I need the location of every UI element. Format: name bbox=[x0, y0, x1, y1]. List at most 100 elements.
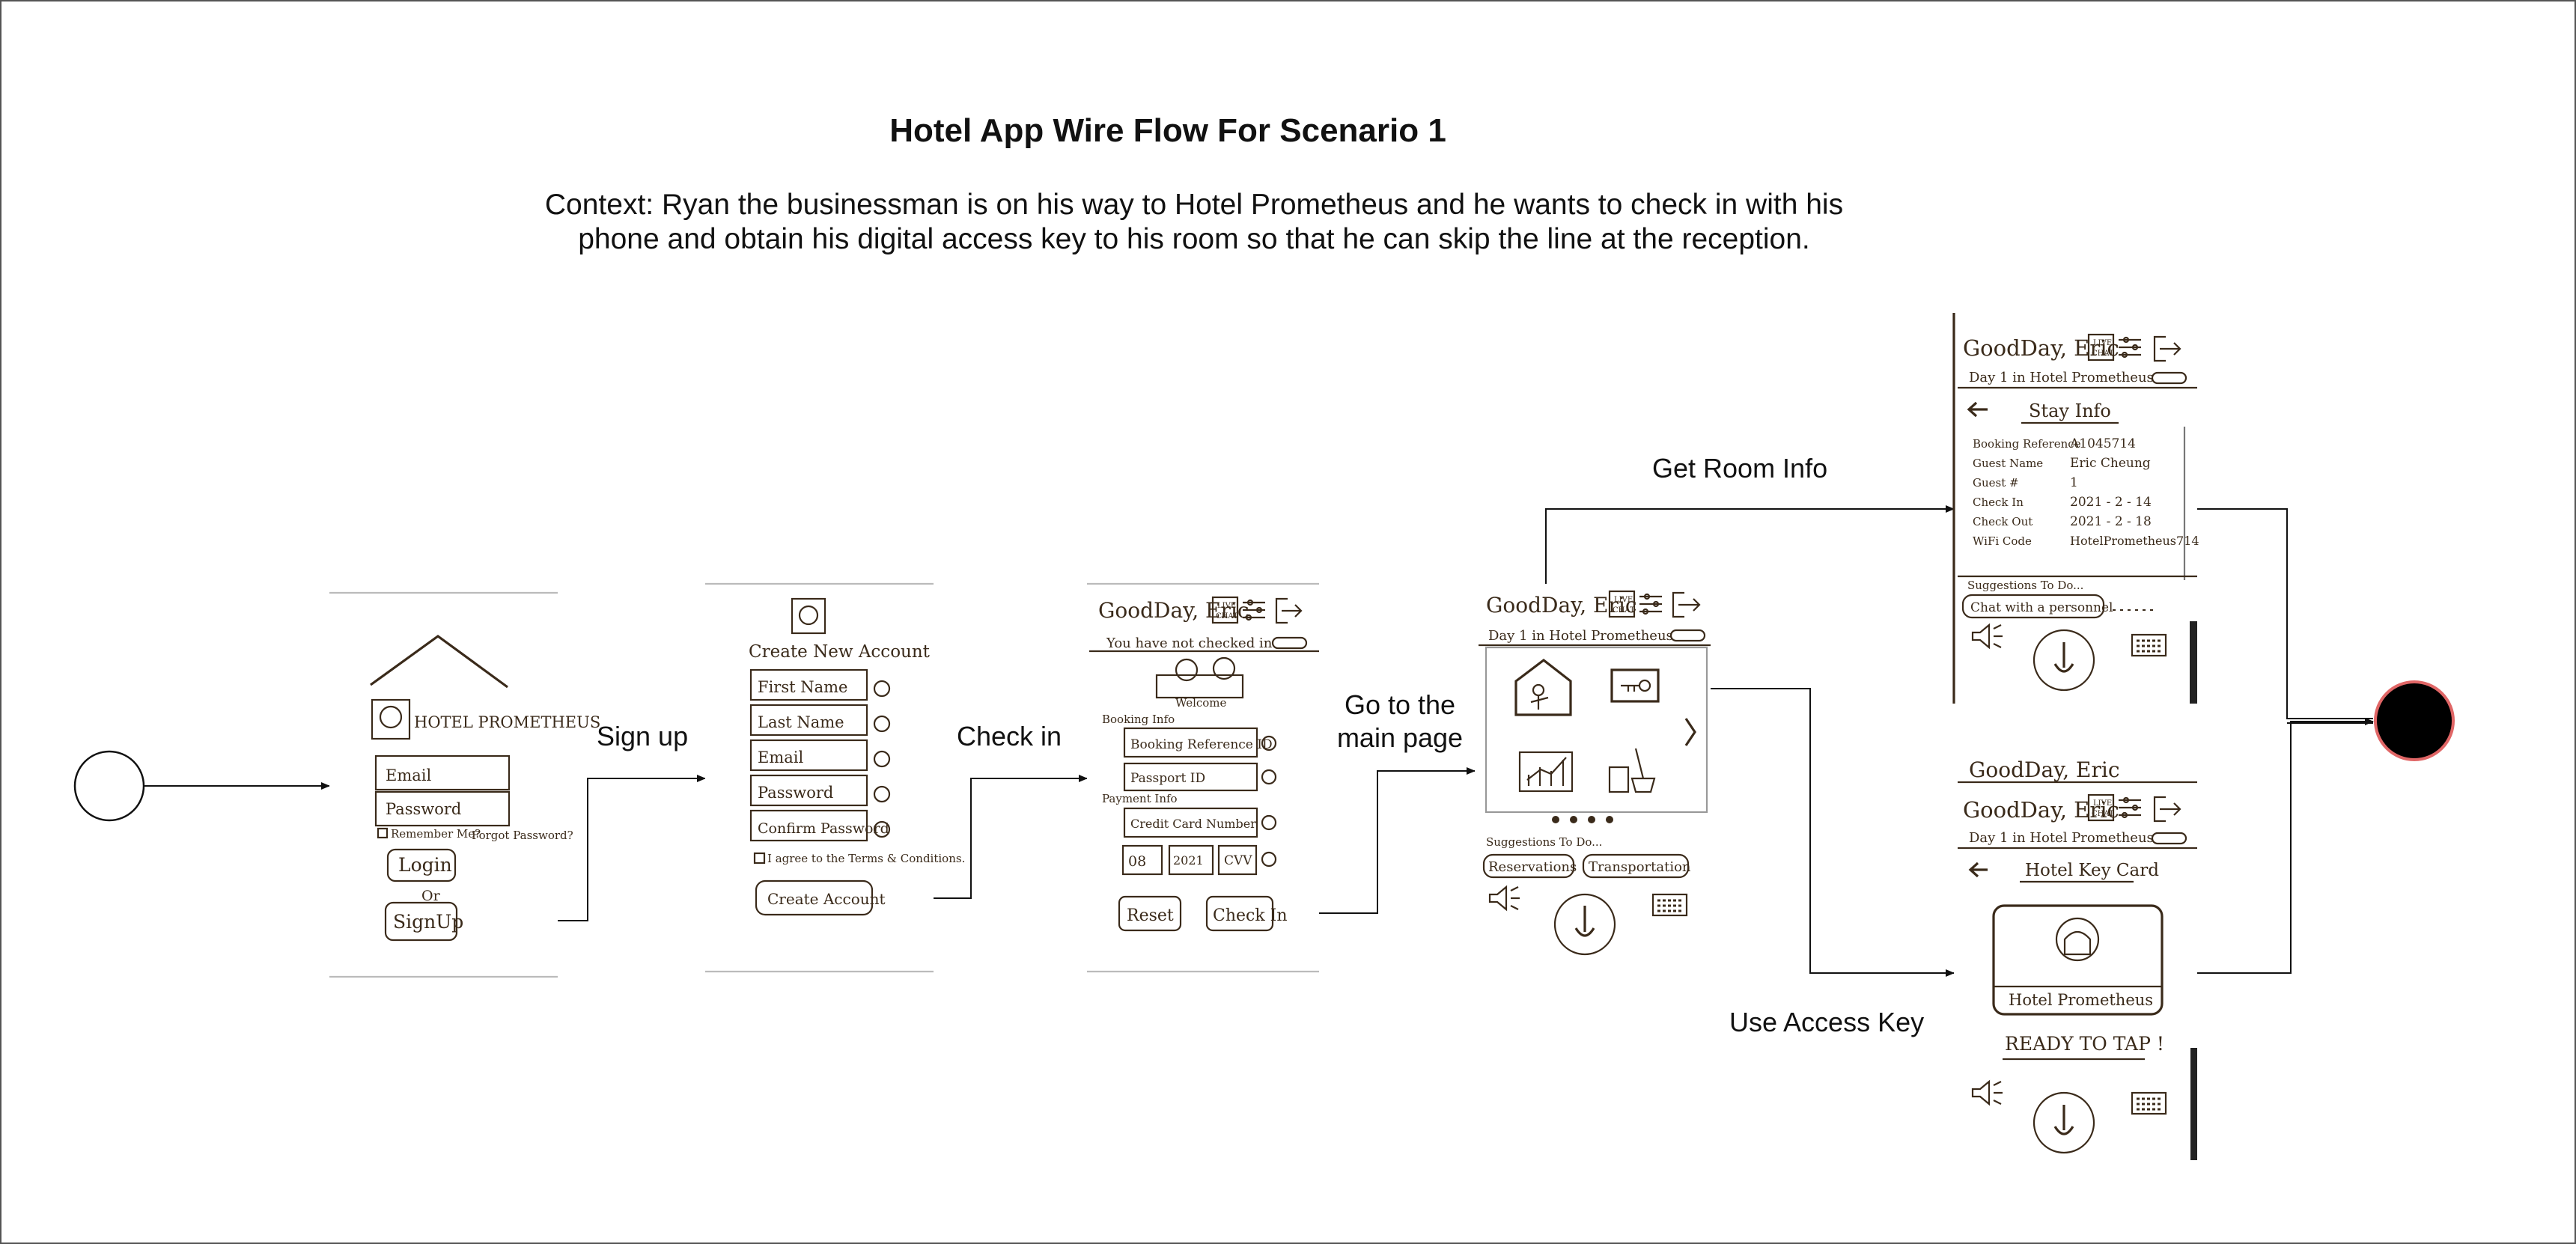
booking-reference-field[interactable] bbox=[1123, 727, 1258, 758]
passport-field[interactable] bbox=[1123, 762, 1258, 792]
speaker-icon[interactable] bbox=[1971, 623, 2003, 650]
greeting: GoodDay, Eric bbox=[1963, 335, 2119, 361]
settings-sliders-icon[interactable] bbox=[2119, 796, 2141, 819]
year-select[interactable] bbox=[1168, 844, 1214, 876]
reset-button[interactable] bbox=[1118, 895, 1182, 932]
cvv-field[interactable] bbox=[1217, 844, 1258, 876]
context-line-1: Context: Ryan the businessman is on his … bbox=[544, 189, 1844, 221]
speaker-icon[interactable] bbox=[1971, 1079, 2003, 1106]
toggle-switch[interactable] bbox=[2151, 371, 2187, 385]
speaker-icon[interactable] bbox=[1488, 885, 1520, 912]
flow-stay-to-end bbox=[2197, 508, 2373, 719]
chat-personnel-chip[interactable] bbox=[1961, 594, 2105, 619]
reception-desk bbox=[1155, 674, 1244, 699]
keyboard-icon[interactable] bbox=[2131, 1091, 2167, 1115]
flow-access-key bbox=[1663, 688, 1955, 977]
chat-label: CHAT bbox=[1216, 612, 1238, 621]
or-label: Or bbox=[421, 888, 441, 904]
month-select[interactable] bbox=[1121, 844, 1163, 876]
email-field[interactable] bbox=[374, 754, 511, 791]
terms-label: I agree to the Terms & Conditions. bbox=[767, 852, 965, 865]
signup-button[interactable] bbox=[384, 901, 458, 942]
guest-icon bbox=[1212, 656, 1236, 680]
hotel-logo-icon bbox=[2055, 917, 2100, 962]
stats-chart-icon[interactable] bbox=[1518, 751, 1574, 793]
toggle-switch[interactable] bbox=[1669, 629, 1706, 642]
logout-icon[interactable] bbox=[2153, 796, 2181, 823]
screen-key-card: GoodDay, Eric GoodDay, Eric LIVE CHAT Da… bbox=[1954, 741, 2197, 1168]
check-in-button[interactable] bbox=[1205, 895, 1274, 932]
edge-label-main-page: Go to the main page bbox=[1336, 689, 1464, 753]
chat-label: CHAT bbox=[2092, 810, 2114, 818]
keyboard-icon[interactable] bbox=[1651, 893, 1688, 917]
live-chat-button[interactable] bbox=[1211, 596, 1239, 624]
credit-card-placeholder: Credit Card Number bbox=[1130, 817, 1256, 831]
remember-checkbox[interactable] bbox=[377, 827, 389, 839]
key-icon[interactable] bbox=[1610, 668, 1660, 703]
greeting: GoodDay, Eric bbox=[1486, 593, 1637, 618]
logout-icon[interactable] bbox=[1672, 591, 1701, 618]
create-account-button[interactable] bbox=[755, 879, 874, 916]
settings-sliders-icon[interactable] bbox=[1639, 593, 1662, 615]
back-arrow-icon[interactable] bbox=[1968, 862, 1988, 878]
live-chat-button[interactable] bbox=[2087, 793, 2115, 822]
last-name-field[interactable] bbox=[749, 704, 868, 737]
reservations-chip[interactable] bbox=[1482, 853, 1575, 879]
first-name-field[interactable] bbox=[749, 668, 868, 701]
start-node bbox=[73, 750, 145, 822]
live-chat-button[interactable] bbox=[2087, 333, 2115, 362]
checkin-notice: You have not checked in bbox=[1106, 635, 1273, 651]
credit-card-field[interactable] bbox=[1123, 807, 1258, 838]
chevron-right-icon[interactable] bbox=[1684, 718, 1696, 746]
live-label: LIVE bbox=[1217, 602, 1236, 610]
key-card[interactable] bbox=[1992, 904, 2164, 1016]
forgot-link[interactable]: Forgot Password? bbox=[472, 829, 573, 842]
help-circle-icon[interactable] bbox=[1261, 769, 1277, 785]
password-field[interactable] bbox=[374, 790, 511, 827]
help-circle-icon[interactable] bbox=[1261, 814, 1277, 831]
live-label: LIVE bbox=[2093, 339, 2112, 347]
confirm-password-field[interactable] bbox=[749, 809, 868, 842]
flow-key-to-end bbox=[2197, 718, 2374, 974]
toggle-switch[interactable] bbox=[2151, 832, 2187, 845]
end-node bbox=[2374, 680, 2455, 761]
service-grid bbox=[1485, 646, 1708, 814]
carousel-dots[interactable] bbox=[1552, 816, 1613, 823]
payment-info-heading: Payment Info bbox=[1102, 792, 1178, 805]
password-field[interactable] bbox=[749, 774, 868, 807]
ready-to-tap-label: READY TO TAP ! bbox=[2005, 1033, 2164, 1055]
logout-icon[interactable] bbox=[1275, 597, 1303, 624]
transportation-chip[interactable] bbox=[1582, 853, 1690, 879]
microphone-button[interactable] bbox=[2033, 1091, 2095, 1154]
settings-sliders-icon[interactable] bbox=[1243, 599, 1265, 621]
row-key: Guest Name bbox=[1973, 457, 2043, 470]
microphone-icon bbox=[2053, 1105, 2074, 1135]
email-field[interactable] bbox=[749, 739, 868, 772]
help-circle-icon[interactable] bbox=[1261, 735, 1277, 751]
chat-label: CHAT bbox=[2092, 350, 2114, 358]
logout-icon[interactable] bbox=[2153, 335, 2181, 362]
cleaning-supplies-icon[interactable] bbox=[1608, 748, 1656, 793]
microphone-button[interactable] bbox=[2033, 629, 2095, 692]
last-name-placeholder: Last Name bbox=[758, 713, 844, 731]
flow-main-page bbox=[1280, 767, 1476, 914]
signup-title: Create New Account bbox=[749, 642, 931, 662]
live-chat-button[interactable] bbox=[1608, 590, 1636, 618]
settings-sliders-icon[interactable] bbox=[2119, 336, 2141, 359]
edge-label-sign-up: Sign up bbox=[597, 721, 689, 751]
back-arrow-icon[interactable] bbox=[1967, 401, 1988, 418]
keyboard-icon[interactable] bbox=[2131, 633, 2167, 657]
toggle-switch[interactable] bbox=[1271, 636, 1308, 650]
screen-checkin: GoodDay, Eric LIVE CHAT You have not che… bbox=[1087, 582, 1319, 973]
help-circle-icon[interactable] bbox=[1261, 851, 1277, 868]
first-name-placeholder: First Name bbox=[758, 678, 847, 696]
context-line-2: phone and obtain his digital access key … bbox=[578, 223, 1810, 255]
housekeeping-icon[interactable] bbox=[1514, 658, 1572, 716]
terms-checkbox[interactable] bbox=[753, 852, 766, 865]
microphone-button[interactable] bbox=[1553, 893, 1616, 956]
login-button[interactable] bbox=[386, 848, 457, 882]
card-hotel-name: Hotel Prometheus bbox=[2009, 991, 2153, 1009]
row-key: Check Out bbox=[1973, 515, 2033, 528]
row-value: A1045714 bbox=[2069, 436, 2136, 451]
email-placeholder: Email bbox=[758, 748, 803, 766]
